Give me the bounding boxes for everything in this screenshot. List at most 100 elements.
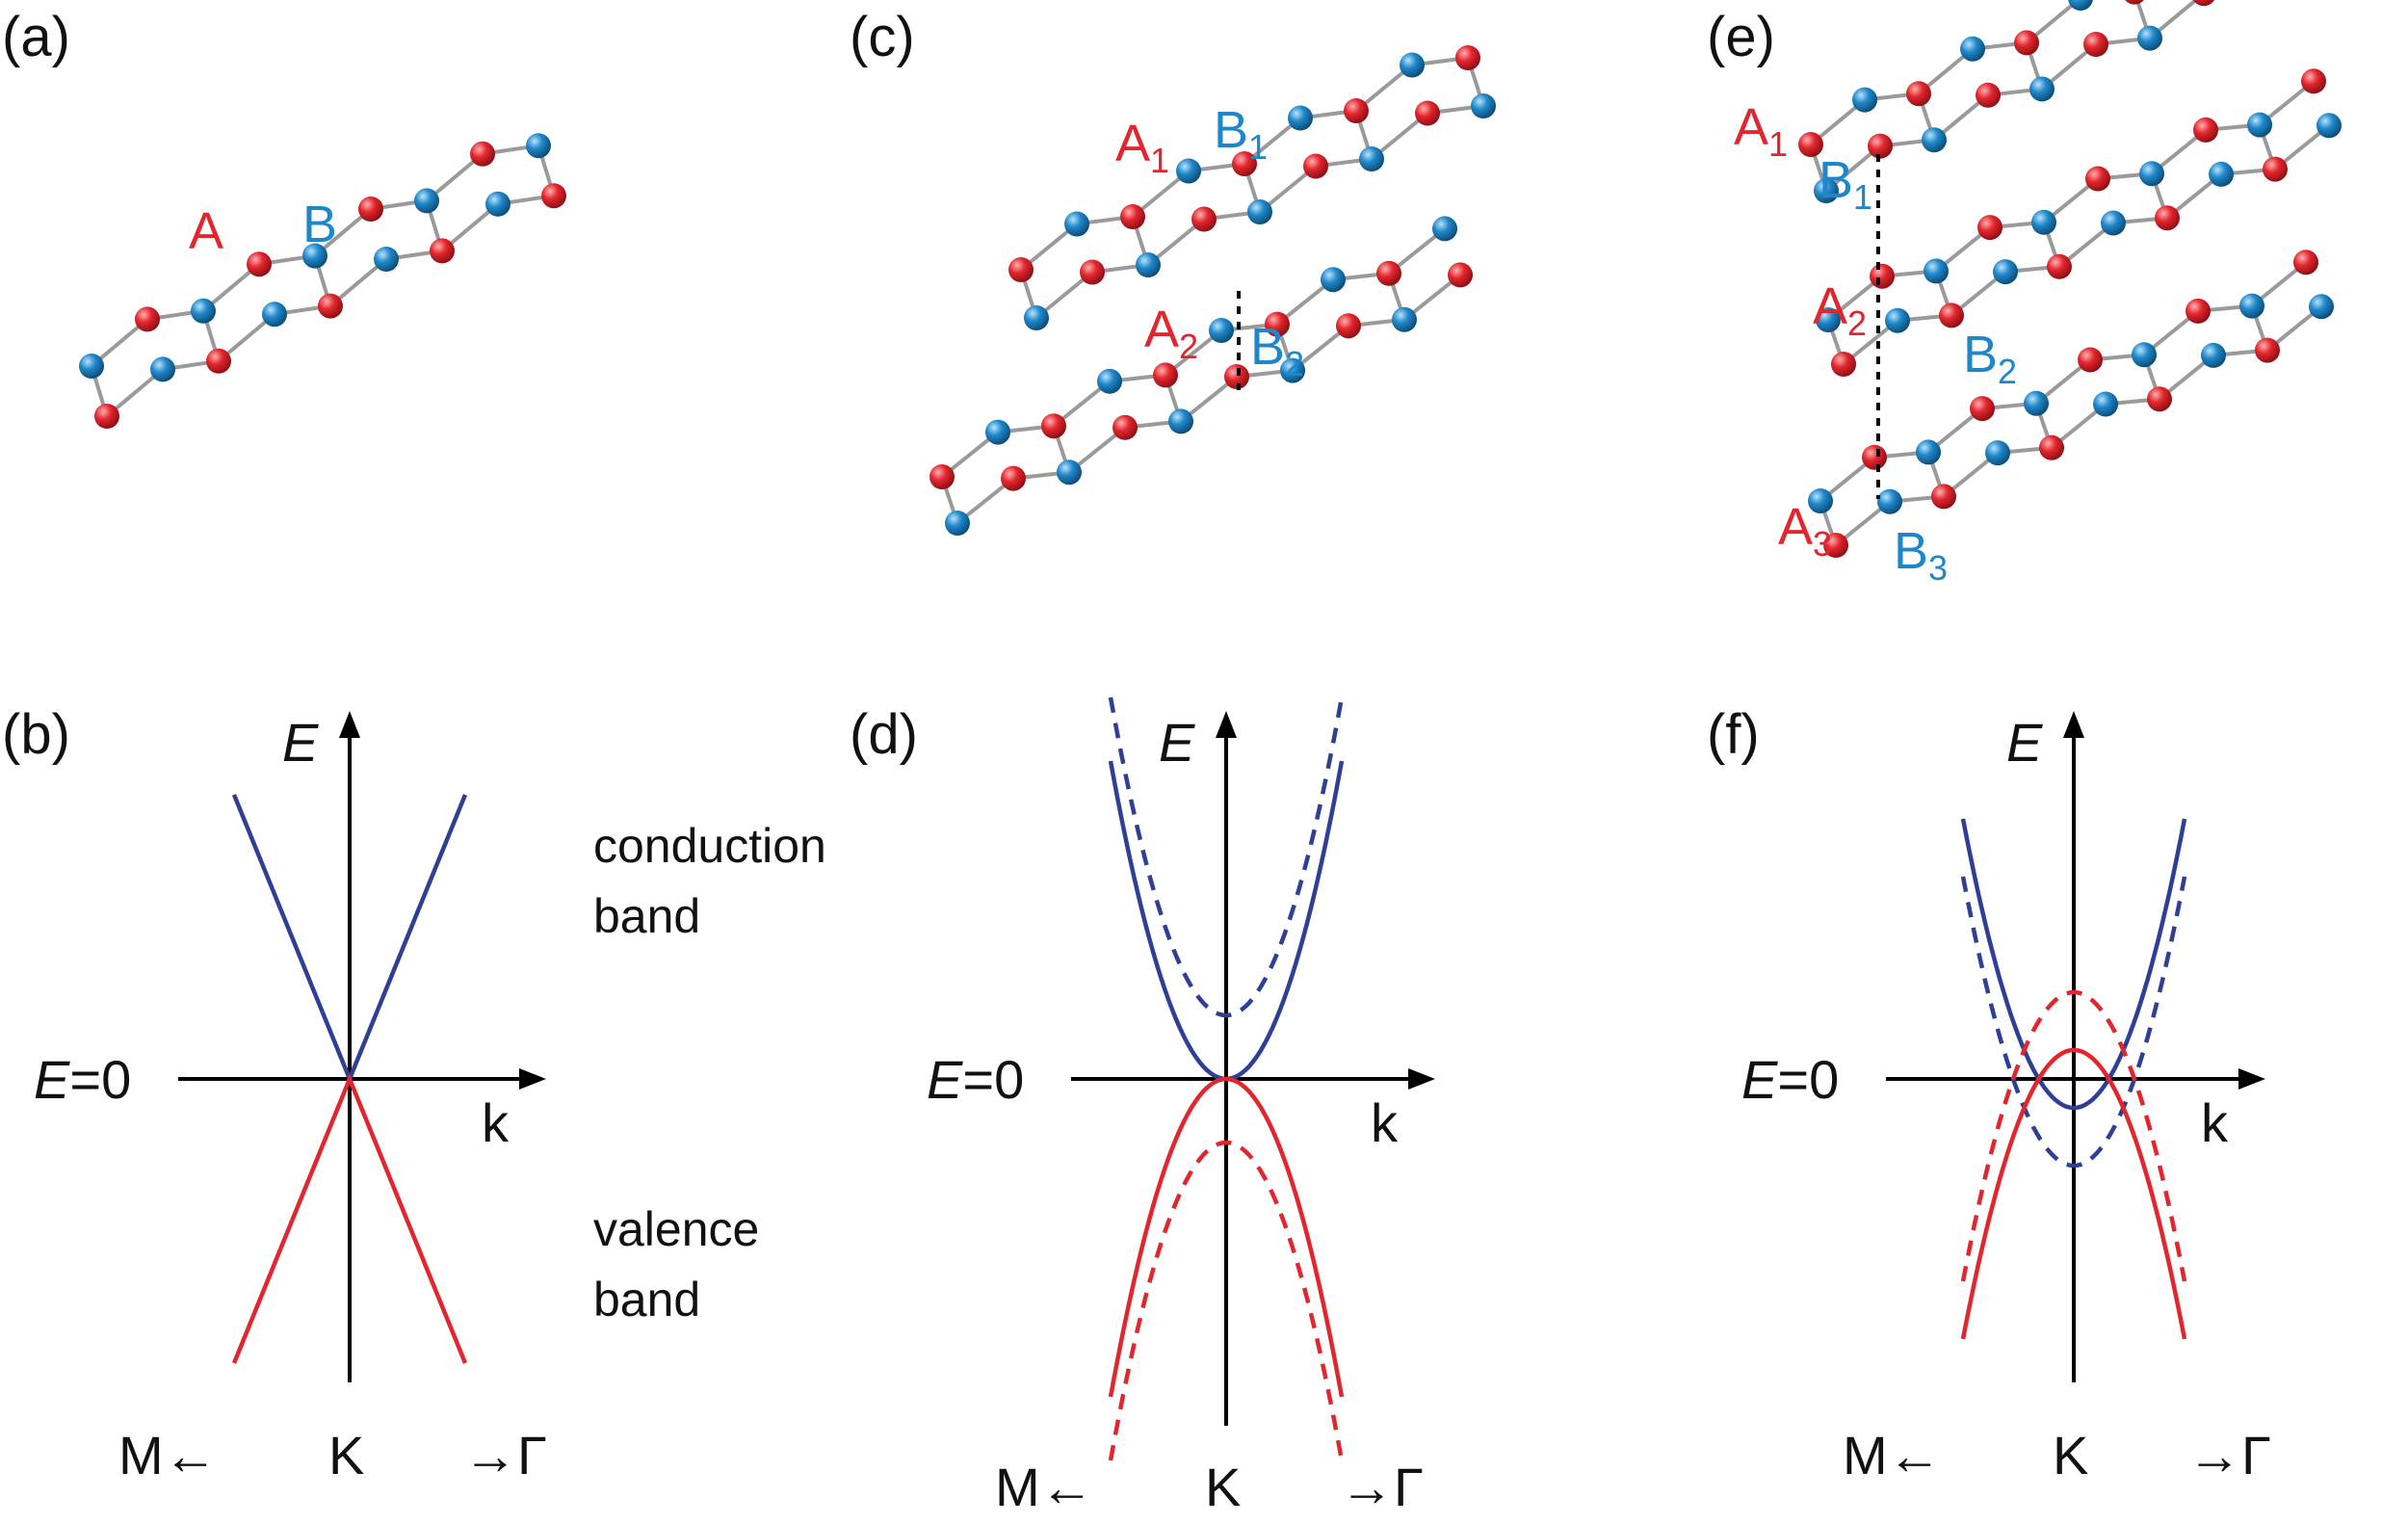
atom-B [1288, 105, 1313, 131]
atom-A [1976, 82, 2001, 108]
zero-energy-label: E=0 [927, 1049, 1024, 1110]
atom-A [2293, 250, 2318, 276]
conduction-band-curve-dashed [1960, 876, 2187, 1169]
atom-A [1153, 362, 1178, 388]
atom-A [1008, 257, 1034, 282]
tick-label-K: K [1205, 1457, 1241, 1517]
bilayer-bottom-lattice [929, 216, 1473, 536]
atom-B [1808, 488, 1833, 513]
atom-A [2085, 166, 2110, 192]
atom-B [1400, 52, 1425, 78]
k-axis-arrowhead [1408, 1068, 1435, 1090]
bilayer-top-lattice [1008, 45, 1496, 330]
atom-B [2309, 294, 2334, 320]
tick-label-M: M← [995, 1457, 1094, 1517]
atom-A [1376, 260, 1401, 286]
atom-B [1960, 36, 1985, 62]
atom-A [2186, 298, 2211, 324]
energy-axis-label: E [2006, 712, 2043, 773]
atom-A [1448, 262, 1473, 288]
atom-B [302, 243, 327, 269]
k-axis-arrowhead [2238, 1068, 2265, 1090]
atom-label-A: A [189, 202, 223, 260]
atom-B [2139, 161, 2164, 187]
trilayer-bottom-lattice [1808, 250, 2334, 558]
atom-B [2132, 342, 2157, 368]
atom-B [2247, 112, 2272, 138]
atom-B [1280, 357, 1305, 383]
tick-label-K: K [328, 1425, 364, 1485]
atom-A [1970, 396, 1995, 422]
atom-B [1064, 211, 1089, 237]
atom-B [485, 191, 510, 217]
valence-band-curve-dashed [1960, 989, 2187, 1282]
trilayer-middle-lattice [1816, 68, 2342, 377]
atom-A [1977, 215, 2002, 241]
atom-B [1247, 199, 1272, 224]
conduction-band-curve-dashed [1108, 696, 1345, 1018]
atom-B [1024, 305, 1049, 330]
conduction-band-label-line2: band [593, 889, 700, 943]
atom-A [929, 464, 955, 489]
panel-label-d: (d) [850, 703, 918, 766]
atom-A [2047, 253, 2072, 279]
atom-A [470, 141, 495, 167]
atom-A [1862, 444, 1887, 470]
atom-A [1870, 263, 1895, 289]
atom-B [1816, 307, 1841, 332]
atom-A [135, 306, 160, 332]
atom-A [247, 251, 272, 277]
atom-A [318, 293, 343, 319]
atom-A [1224, 364, 1249, 389]
atom-A [1455, 45, 1480, 70]
atom-A [1831, 352, 1856, 377]
tick-label-Gamma: →Γ [2187, 1425, 2271, 1485]
tick-label-M: M← [118, 1425, 218, 1485]
energy-axis-arrowhead [2063, 711, 2084, 738]
atom-A [206, 348, 231, 374]
atom-B [526, 133, 551, 159]
atom-label-B: B [302, 196, 337, 253]
zero-energy-label: E=0 [34, 1049, 131, 1110]
atom-B [191, 298, 216, 324]
atom-B [2029, 76, 2055, 102]
atom-B [1057, 460, 1082, 486]
tick-label-Gamma: →Γ [1340, 1457, 1424, 1517]
atom-A [94, 404, 119, 429]
atom-label-B1: B1 [1214, 101, 1268, 167]
trilayer-band-plot: E E=0 k M← K →Γ [1741, 711, 2271, 1485]
atom-B [1321, 267, 1346, 293]
bilayer-band-plot: E E=0 k M← K →Γ [927, 696, 1435, 1517]
atom-B [1209, 318, 1234, 343]
atom-A [2125, 0, 2144, 5]
atom-B [1176, 158, 1201, 184]
valence-band-curve-dashed [1108, 1140, 1345, 1461]
atom-label-e-A3: A3 [1778, 498, 1832, 564]
conduction-band-curve-solid [1960, 818, 2187, 1111]
atom-A [1939, 302, 1964, 328]
atom-label-B2: B2 [1250, 318, 1304, 383]
atom-label-A2: A2 [1144, 301, 1198, 366]
atom-B [1922, 127, 1947, 153]
atom-A [1798, 132, 1823, 157]
k-axis-label: k [482, 1092, 510, 1153]
atom-B [1877, 488, 1902, 514]
atom-B [1097, 368, 1122, 394]
conduction-band-label-line1: conduction [593, 819, 826, 873]
atom-A [2192, 0, 2215, 7]
energy-axis-label: E [1159, 712, 1195, 773]
atom-B [2201, 342, 2226, 368]
atom-A [2255, 337, 2280, 363]
atom-A [2155, 205, 2180, 231]
k-axis-label: k [2201, 1092, 2229, 1153]
atom-B [2239, 293, 2264, 319]
tick-label-K: K [2053, 1425, 2088, 1485]
atom-A [541, 183, 566, 209]
panel-label-c: (c) [850, 6, 915, 68]
atom-B [1885, 307, 1910, 333]
tick-label-M: M← [1843, 1425, 1942, 1485]
panel-label-f: (f) [1707, 703, 1760, 766]
atom-B [1814, 178, 1839, 203]
atom-B [985, 419, 1010, 445]
atom-label-e-B1: B1 [1819, 151, 1872, 217]
